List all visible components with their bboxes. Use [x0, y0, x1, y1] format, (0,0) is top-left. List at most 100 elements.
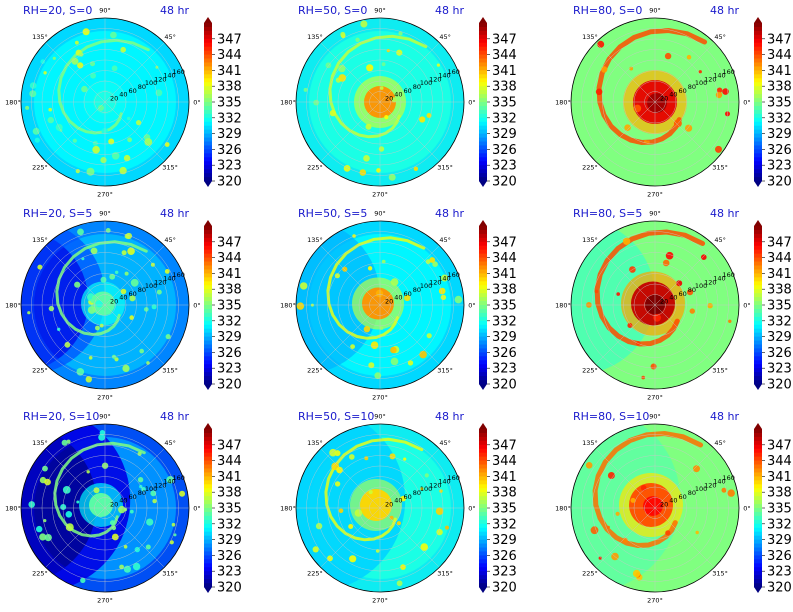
- angular-gridline: [595, 448, 656, 509]
- theta-e-field: [21, 424, 189, 592]
- colorbar-segment: [479, 153, 487, 158]
- colorbar-segment: [754, 293, 762, 298]
- angle-tick-label: 270°: [647, 190, 663, 198]
- field-convective-cell: [47, 116, 54, 124]
- colorbar-segment: [754, 90, 762, 95]
- colorbar-segment: [479, 90, 487, 95]
- angle-tick-label: 90°: [649, 412, 661, 420]
- colorbar-segment: [479, 324, 487, 330]
- field-convective-cell: [124, 271, 129, 276]
- colorbar-segment: [479, 177, 487, 182]
- colorbar-segment: [479, 432, 487, 438]
- colorbar-segment: [479, 253, 487, 258]
- angle-tick-label: 135°: [307, 236, 323, 244]
- colorbar-segment: [754, 511, 762, 517]
- colorbar-segment: [204, 308, 212, 314]
- colorbar-segment: [479, 472, 487, 477]
- colorbar-segment: [479, 285, 487, 290]
- colorbar-segment: [479, 464, 487, 469]
- field-convective-cell: [695, 530, 699, 535]
- colorbar-segment: [754, 281, 762, 286]
- radius-tick-label: 20: [110, 298, 118, 306]
- colorbar-segment: [479, 165, 487, 170]
- colorbar-segment: [479, 579, 487, 584]
- radius-tick-label: 20: [660, 298, 668, 306]
- field-convective-cell: [432, 261, 438, 268]
- colorbar-segment: [754, 58, 762, 63]
- radius-tick-label: 40: [394, 497, 402, 505]
- colorbar-segment: [204, 241, 212, 247]
- field-rainband: [55, 240, 148, 337]
- colorbar-segment: [479, 539, 487, 544]
- colorbar-segment: [479, 229, 487, 235]
- field-convective-cell: [585, 462, 593, 469]
- angle-tick-label: 45°: [164, 236, 176, 244]
- colorbar-segment: [204, 519, 212, 525]
- radius-tick-label: 80: [413, 286, 421, 294]
- field-convective-cell: [171, 522, 176, 527]
- colorbar-tick-label: 320: [767, 581, 792, 596]
- angle-tick-label: 90°: [374, 412, 386, 420]
- colorbar-extend-max: [479, 17, 487, 23]
- colorbar-segment: [754, 336, 762, 341]
- colorbar-segment: [479, 233, 487, 239]
- colorbar-segment: [204, 364, 212, 369]
- colorbar-segment: [754, 360, 762, 365]
- field-convective-cell: [624, 124, 631, 131]
- colorbar-segment: [204, 452, 212, 458]
- colorbar-extend-min: [479, 384, 487, 390]
- colorbar-segment: [754, 429, 762, 434]
- colorbar-segment: [479, 575, 487, 580]
- radius-tick-label: 60: [678, 87, 686, 95]
- radius-tick-label: 160: [722, 474, 734, 482]
- angular-gridline: [104, 42, 165, 103]
- colorbar-segment: [479, 340, 487, 345]
- colorbar-tick-label: 332: [767, 314, 792, 329]
- colorbar-segment: [204, 301, 212, 306]
- colorbar-segment: [479, 352, 487, 357]
- polar-panel: 90°45°0°315°270°225°180°135°20 40 60 801001…: [555, 207, 792, 401]
- colorbar-segment: [479, 511, 487, 517]
- colorbar-segment: [479, 26, 487, 32]
- colorbar-segment: [204, 555, 212, 560]
- colorbar-segment: [754, 464, 762, 469]
- field-convective-cell: [366, 64, 374, 72]
- angle-tick-label: 225°: [32, 366, 48, 374]
- colorbar-segment: [479, 519, 487, 525]
- field-convective-cell: [686, 289, 694, 296]
- colorbar-segment: [754, 129, 762, 134]
- colorbar-segment: [479, 305, 487, 310]
- colorbar-segment: [204, 376, 212, 381]
- panel-title: RH=50, S=0: [298, 4, 367, 17]
- colorbar-tick-label: 344: [492, 48, 517, 63]
- angle-tick-label: 0°: [193, 301, 200, 309]
- colorbar-tick-label: 341: [217, 64, 242, 79]
- field-convective-cell: [378, 146, 385, 152]
- colorbar-segment: [479, 356, 487, 361]
- field-convective-cell: [375, 289, 384, 298]
- field-convective-cell: [715, 145, 722, 153]
- colorbar-segment: [204, 245, 212, 251]
- field-convective-cell: [303, 87, 308, 92]
- angle-tick-label: 0°: [468, 301, 475, 309]
- angular-gridline: [595, 42, 656, 103]
- colorbar-segment: [754, 149, 762, 154]
- colorbar-segment: [754, 364, 762, 369]
- field-convective-cell: [364, 456, 369, 461]
- colorbar-tick-label: 320: [492, 378, 517, 393]
- radius-tick-label: 60: [403, 493, 411, 501]
- field-convective-cell: [144, 307, 149, 312]
- radius-tick-label: 120: [429, 75, 441, 83]
- field-convective-cell: [685, 124, 693, 132]
- colorbar-segment: [479, 551, 487, 556]
- colorbar-segment: [204, 539, 212, 544]
- field-convective-cell: [367, 266, 373, 271]
- colorbar-segment: [204, 575, 212, 580]
- colorbar-segment: [479, 109, 487, 115]
- colorbar-segment: [754, 563, 762, 568]
- radius-tick-label: 140: [438, 72, 450, 80]
- field-convective-cell: [336, 466, 343, 474]
- colorbar-tick-label: 338: [492, 80, 517, 95]
